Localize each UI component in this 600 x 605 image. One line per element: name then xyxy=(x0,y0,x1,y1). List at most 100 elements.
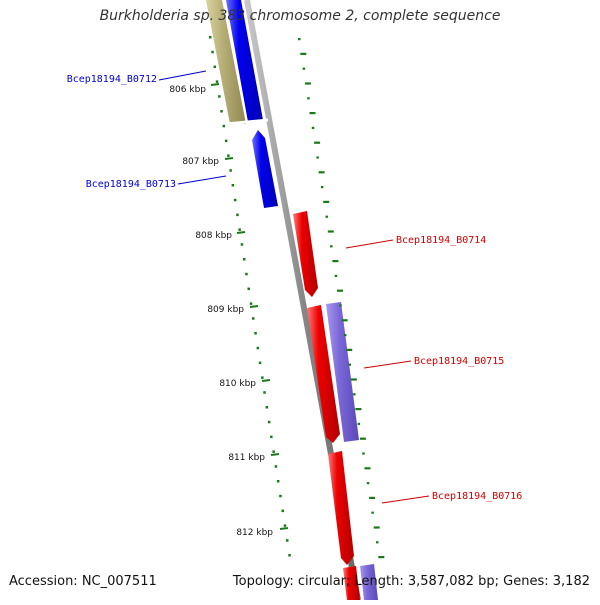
scale-dot xyxy=(231,184,235,187)
outer-track-mark xyxy=(311,126,315,129)
outer-track-mark xyxy=(314,141,321,144)
tick-label: 808 kbp xyxy=(195,231,232,241)
gene-arrow-b0714 xyxy=(293,211,318,297)
scale-dot xyxy=(211,50,214,54)
scale-dot xyxy=(243,258,246,261)
scale-dot xyxy=(222,124,226,128)
outer-track-mark xyxy=(364,467,371,470)
outer-track-mark xyxy=(334,274,338,277)
outer-track-mark xyxy=(330,245,333,248)
outer-track-mark xyxy=(369,496,376,499)
gene-label-group-b0715: Bcep18194_B0715 xyxy=(363,356,504,369)
cds-feature-b0716 xyxy=(360,564,378,600)
tick-808: 808 kbp xyxy=(195,231,246,241)
cds-feature-b0715 xyxy=(326,302,359,442)
scale-dot xyxy=(218,95,221,98)
tick-label: 810 kbp xyxy=(219,379,256,389)
scale-dot xyxy=(261,376,264,379)
scale-dot xyxy=(224,139,228,143)
summary-text: Topology: circular; Length: 3,587,082 bp… xyxy=(232,574,590,589)
scale-dot xyxy=(236,213,239,217)
accession-text: Accession: NC_007511 xyxy=(9,574,157,589)
gene-arrow-b0716 xyxy=(328,451,354,565)
tick-label: 806 kbp xyxy=(169,85,206,95)
outer-track-mark xyxy=(327,230,334,233)
gene-label-b0712[interactable]: Bcep18194_B0712 xyxy=(67,74,157,85)
gene-label-b0714[interactable]: Bcep18194_B0714 xyxy=(396,235,486,246)
scale-dot xyxy=(215,80,219,83)
gene-label-group-b0712: Bcep18194_B0712 xyxy=(67,70,207,85)
scale-dot xyxy=(209,36,212,39)
scale-dot xyxy=(238,228,241,231)
outer-track-mark xyxy=(323,200,330,203)
tick-label: 807 kbp xyxy=(182,157,219,167)
outer-track-mark xyxy=(300,52,307,55)
tick-811: 811 kbp xyxy=(228,453,280,463)
outer-track-mark xyxy=(373,526,380,529)
outer-track-mark xyxy=(343,334,347,337)
scale-dot xyxy=(233,198,237,202)
outer-track-mark xyxy=(318,171,325,174)
gene-label-b0716[interactable]: Bcep18194_B0716 xyxy=(432,491,522,502)
scale-dot xyxy=(276,480,280,483)
scale-dot xyxy=(270,435,273,439)
outer-track-mark xyxy=(316,156,319,159)
scale-dot xyxy=(213,65,216,69)
scale-dot xyxy=(283,524,287,527)
scale-dot xyxy=(229,169,232,172)
outer-track-mark xyxy=(357,422,361,425)
cds-feature-b0712 xyxy=(206,0,246,124)
scale-dots xyxy=(209,36,291,557)
tick-812: 812 kbp xyxy=(236,527,289,538)
outer-track-mark xyxy=(366,482,370,485)
scale-dot xyxy=(256,346,260,350)
gene-label-group-b0716: Bcep18194_B0716 xyxy=(381,491,522,504)
tick-809: 809 kbp xyxy=(207,305,259,315)
scale-dot xyxy=(288,554,291,557)
tick-label: 812 kbp xyxy=(236,528,273,538)
scale-ticks: 806 kbp 807 kbp 808 kbp 809 kbp 810 kbp … xyxy=(169,83,289,538)
scale-dot xyxy=(267,420,271,424)
outer-track-mark xyxy=(350,378,357,381)
scale-dot xyxy=(227,154,230,157)
tick-806: 806 kbp xyxy=(169,83,220,95)
scale-dot xyxy=(245,272,248,276)
arrow-gap xyxy=(225,118,269,126)
scale-dot xyxy=(258,361,262,365)
outer-track-mark xyxy=(348,363,351,366)
gene-arrow-b0715 xyxy=(307,305,340,443)
scale-dot xyxy=(263,391,266,394)
scale-dot xyxy=(254,332,257,335)
scale-dot xyxy=(274,465,278,468)
gene-label-b0715[interactable]: Bcep18194_B0715 xyxy=(414,356,504,367)
outer-track-mark xyxy=(378,556,385,559)
outer-track-mark xyxy=(332,260,339,263)
scale-dot xyxy=(220,110,223,113)
gene-label-group-b0714: Bcep18194_B0714 xyxy=(345,235,486,249)
scale-dot xyxy=(286,539,289,542)
outer-track-mark xyxy=(320,186,324,189)
outer-track-mark xyxy=(355,408,362,411)
outer-track-mark xyxy=(337,289,343,292)
outer-track-mark xyxy=(346,348,353,351)
scale-dot xyxy=(265,406,269,409)
scale-dot xyxy=(247,287,250,291)
outer-track-mark xyxy=(325,215,328,218)
outer-track-mark xyxy=(341,319,348,322)
outer-track-mark xyxy=(376,541,379,544)
scale-dot xyxy=(240,243,244,246)
gene-arrow-b0712 xyxy=(226,0,263,122)
outer-track-mark xyxy=(309,112,316,115)
scale-dot xyxy=(272,450,275,453)
gene-label-b0713[interactable]: Bcep18194_B0713 xyxy=(86,179,176,190)
outer-track-mark xyxy=(362,452,365,455)
outer-track-mark xyxy=(307,97,310,100)
map-title: Burkholderia sp. 383 chromosome 2, compl… xyxy=(99,8,501,24)
outer-track-mark xyxy=(353,393,356,396)
gene-label-group-b0713: Bcep18194_B0713 xyxy=(86,175,227,190)
outer-track-mark xyxy=(371,511,374,514)
outer-track-mark xyxy=(359,437,366,440)
tick-807: 807 kbp xyxy=(182,157,234,167)
outer-track-mark xyxy=(304,82,311,85)
